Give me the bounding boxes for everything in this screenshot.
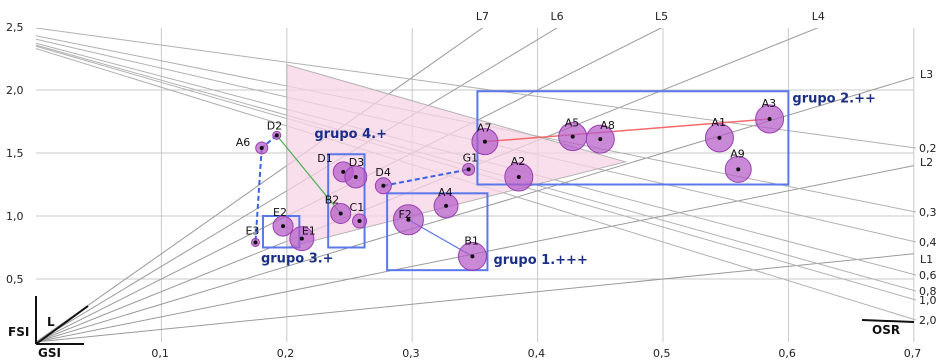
bubble-center-d3	[353, 174, 358, 179]
bubble-center-b1	[470, 254, 475, 259]
osr-axis-title: OSR	[872, 323, 900, 337]
bubble-center-a6	[259, 145, 264, 150]
l-line-label: L3	[920, 68, 933, 81]
bubble-center-a5	[570, 134, 575, 139]
trend-line-green	[276, 134, 342, 214]
bubble-center-d4	[381, 183, 386, 188]
group-label: grupo 2.++	[792, 92, 876, 107]
l-line-label: L5	[655, 10, 668, 23]
point-label-a1: A1	[711, 116, 726, 129]
point-label-a6: A6	[236, 136, 251, 149]
x-tick-label: 0,5	[653, 347, 671, 360]
point-label-b2: B2	[325, 193, 340, 206]
y-tick-label: 2,5	[6, 21, 24, 34]
point-label-e2: E2	[273, 206, 287, 219]
point-label-d3: D3	[349, 156, 364, 169]
point-label-a7: A7	[477, 122, 492, 135]
bubble-center-e3	[253, 240, 258, 245]
osr-axis-line	[861, 319, 915, 323]
x-tick-label: 0,7	[904, 347, 922, 360]
y-tick-label: 1,5	[6, 147, 24, 160]
point-label-a8: A8	[600, 119, 615, 132]
x-tick-label: 0,3	[402, 347, 420, 360]
l-line-label: L1	[920, 253, 933, 266]
osr-line-label: 0,3	[919, 206, 937, 219]
bubble-center-f2	[406, 217, 411, 222]
y-tick-label: 1,0	[6, 210, 24, 223]
dashed-link	[383, 168, 469, 187]
bubble-center-d2	[274, 133, 279, 138]
group-label: grupo 3.+	[261, 252, 334, 267]
point-label-a4: A4	[438, 186, 453, 199]
l-axis-letter: L	[47, 315, 55, 329]
l-line	[36, 253, 914, 343]
point-label-b1: B1	[464, 234, 479, 247]
osr-line-label: 0,6	[919, 269, 937, 282]
x-axis-title: GSI	[38, 346, 61, 360]
bubble-center-d1	[341, 169, 346, 174]
bubble-center-b2	[338, 211, 343, 216]
l-line-label: L4	[812, 10, 825, 23]
y-tick-label: 2,0	[6, 84, 24, 97]
bubble-center-c1	[357, 219, 362, 224]
l-axis-line	[35, 305, 89, 345]
osr-line-label: 0,8	[919, 285, 937, 298]
x-tick-label: 0,6	[778, 347, 796, 360]
bubble-center-a7	[482, 139, 487, 144]
bubble-center-a3	[767, 116, 772, 121]
point-label-c1: C1	[350, 201, 365, 214]
point-label-f2: F2	[398, 208, 411, 221]
group-label: grupo 4.+	[314, 127, 387, 142]
bubble-center-a1	[717, 135, 722, 140]
osr-line-label: 2,0	[919, 314, 937, 327]
y-axis-title: FSI	[8, 325, 29, 339]
point-label-d2: D2	[267, 119, 282, 132]
point-label-a5: A5	[565, 117, 580, 130]
label-layer: 0,5 1,0 1,5 2,0 2,5 0,1 0,2 0,3 0,4 0,5 0,6 0,7 L7 L6…	[6, 10, 937, 360]
bubble-center-e2	[281, 224, 286, 229]
osr-line-label: 1,0	[919, 294, 937, 307]
l-line-label: L7	[476, 10, 489, 23]
point-label-e1: E1	[302, 225, 316, 238]
bubble-layer	[250, 104, 785, 271]
l-line-label: L2	[920, 156, 933, 169]
bubble-center-a4	[444, 203, 449, 208]
point-label-d1: D1	[317, 152, 332, 165]
point-label-a9: A9	[730, 147, 745, 160]
bubble-center-a8	[598, 137, 603, 142]
x-tick-label: 0,2	[277, 347, 295, 360]
x-tick-label: 0,1	[151, 347, 169, 360]
group-box	[386, 192, 489, 272]
trend-line-red	[484, 118, 770, 143]
point-label-d4: D4	[375, 166, 390, 179]
bubble-center-a9	[736, 167, 741, 172]
y-tick-label: 0,5	[6, 273, 24, 286]
osr-line-label: 0,2	[919, 142, 937, 155]
point-label-a3: A3	[762, 97, 777, 110]
osr-line-label: 0,4	[919, 236, 937, 249]
l-line-label: L6	[551, 10, 564, 23]
x-tick-label: 0,4	[528, 347, 546, 360]
group-label: grupo 1.+++	[493, 253, 587, 268]
point-label-e3: E3	[245, 224, 259, 237]
bubble-center-g1	[466, 167, 471, 172]
bubble-center-e1	[299, 236, 304, 241]
point-label-a2: A2	[511, 155, 526, 168]
group-box	[327, 153, 366, 249]
point-label-g1: G1	[463, 151, 479, 164]
bubble-center-a2	[516, 174, 521, 179]
